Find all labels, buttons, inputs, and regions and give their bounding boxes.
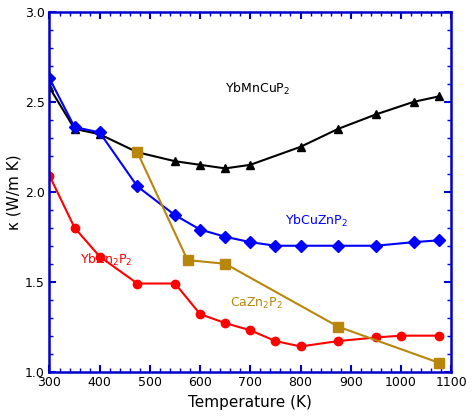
Text: YbMnCuP$_2$: YbMnCuP$_2$	[225, 81, 291, 97]
Text: CaZn$_2$P$_2$: CaZn$_2$P$_2$	[230, 296, 283, 311]
Y-axis label: κ (W/m K): κ (W/m K)	[7, 154, 22, 230]
Text: YbCuZnP$_2$: YbCuZnP$_2$	[285, 213, 348, 229]
Text: YbZn$_2$P$_2$: YbZn$_2$P$_2$	[80, 252, 132, 268]
X-axis label: Temperature (K): Temperature (K)	[188, 395, 312, 410]
